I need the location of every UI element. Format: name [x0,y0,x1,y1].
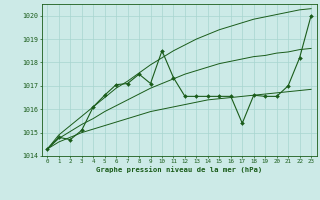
X-axis label: Graphe pression niveau de la mer (hPa): Graphe pression niveau de la mer (hPa) [96,166,262,173]
